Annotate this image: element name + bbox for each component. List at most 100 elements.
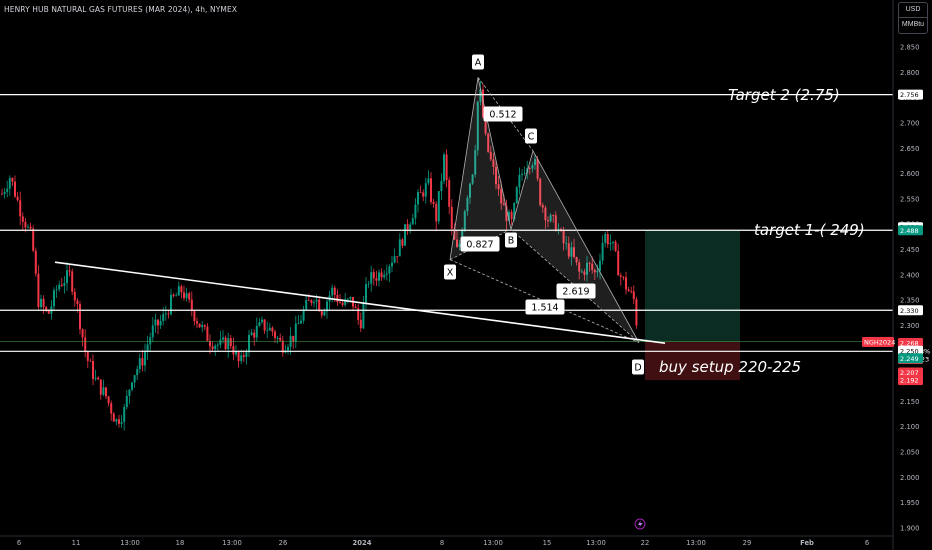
candle-body <box>531 165 534 169</box>
candle-body <box>287 346 289 351</box>
candle-body <box>573 247 575 257</box>
candle-body <box>625 277 627 290</box>
candle-body <box>315 299 318 302</box>
candle-body <box>427 178 430 184</box>
price-axis[interactable]: 2.8502.8002.7502.7002.6502.6002.5502.500… <box>862 0 930 550</box>
candle-body <box>630 291 633 293</box>
candle-body <box>211 346 214 350</box>
candle-body <box>578 262 581 272</box>
currency-unit-selector[interactable]: USD MMBtu <box>898 2 928 34</box>
lightning-icon-bolt <box>638 520 643 528</box>
candle-body <box>60 284 63 286</box>
candle-body <box>167 313 170 315</box>
candle-body <box>136 369 139 376</box>
candle-body <box>258 322 261 327</box>
candle-body <box>326 301 328 312</box>
candle-body <box>42 298 45 308</box>
candle-body <box>458 243 461 247</box>
candle-body <box>79 304 81 330</box>
point-a-label-text: A <box>475 58 482 69</box>
candle-body <box>110 403 113 414</box>
candle-body <box>86 351 89 361</box>
candle-body <box>500 189 503 204</box>
target-2-text: Target 2 (2.75) <box>728 86 840 104</box>
candle-body <box>614 241 617 251</box>
candle-body <box>417 192 419 205</box>
price-tag: 2.249 <box>898 353 923 364</box>
candle-body <box>474 150 477 175</box>
price-tick-label: 2.300 <box>900 322 919 330</box>
candle-body <box>131 382 133 390</box>
candle-body <box>227 338 230 350</box>
price-tick-label: 2.800 <box>900 69 919 77</box>
price-tag-bg <box>898 338 923 348</box>
price-tag-text: 2.330 <box>900 307 919 315</box>
candle-body <box>497 184 500 190</box>
point-a-label-bg <box>472 54 484 70</box>
candle-body <box>619 275 622 277</box>
candle-body <box>336 294 339 302</box>
candle-body <box>279 337 282 341</box>
price-tag-bg <box>898 305 923 316</box>
candle-body <box>565 243 568 245</box>
candle-body <box>170 294 172 315</box>
time-axis[interactable]: 6 11 13:00 18 13:00 26 2024 8 13:00 15 13:00 22 13:0… <box>0 518 893 547</box>
candle-body <box>422 192 425 197</box>
candle-body <box>102 387 105 395</box>
ratio-label: 0.512 <box>483 106 523 122</box>
candle-body <box>97 377 100 380</box>
harmonic-pattern[interactable] <box>54 77 666 344</box>
candle-body <box>414 204 417 219</box>
candle-body <box>19 200 22 217</box>
candle-body <box>409 224 412 230</box>
candle-body <box>482 89 484 118</box>
point-a-label: A <box>472 54 484 70</box>
candle-body <box>16 196 19 201</box>
price-tag-bg <box>898 367 923 378</box>
candle-body <box>544 207 547 221</box>
ratio-label-bg <box>460 236 500 252</box>
candle-body <box>378 272 380 281</box>
horizontal-levels[interactable] <box>0 93 893 352</box>
time-tick-label: 29 <box>743 539 752 547</box>
candle-body <box>404 224 406 246</box>
candle-body <box>606 233 609 245</box>
candle-body <box>365 284 367 304</box>
time-tick-label: 11 <box>72 539 81 547</box>
candle-body <box>443 154 445 181</box>
candle-body <box>14 181 16 197</box>
candle-body <box>235 351 237 355</box>
candle-body <box>154 319 157 326</box>
price-tick-label: 2.150 <box>900 398 919 406</box>
price-tag-text: NGH2024 <box>864 339 895 347</box>
price-tag: 2.250 <box>898 345 923 356</box>
candle-body <box>536 159 539 179</box>
candle-body <box>323 311 326 316</box>
candle-body <box>424 183 427 197</box>
candle-body <box>281 340 284 353</box>
trendline <box>54 261 666 344</box>
pattern-leg-xa <box>449 77 479 260</box>
candle-body <box>214 345 217 350</box>
candle-body <box>294 323 297 342</box>
lightning-icon <box>634 518 646 530</box>
candle-body <box>575 256 578 263</box>
time-tick-label: 22 <box>641 539 650 547</box>
ratio-label-bg <box>525 299 565 315</box>
candle-body <box>469 183 471 198</box>
candle-body <box>99 379 102 395</box>
point-c-label-bg <box>525 128 537 144</box>
candle-body <box>29 226 32 229</box>
ratio-label-text: 2.619 <box>562 287 589 298</box>
candle-body <box>508 211 510 221</box>
candle-body <box>55 289 58 291</box>
price-tick-label: 2.100 <box>900 423 919 431</box>
point-b-label-bg <box>505 232 517 248</box>
bcd-triangle <box>511 150 639 343</box>
candle-body <box>6 188 9 192</box>
candle-body <box>307 300 310 301</box>
annotation-labels[interactable]: A C B X D 0.512 0.827 2.619 1.514 Target 2 (2.75)… <box>444 54 865 377</box>
currency-label: USD <box>905 6 921 13</box>
